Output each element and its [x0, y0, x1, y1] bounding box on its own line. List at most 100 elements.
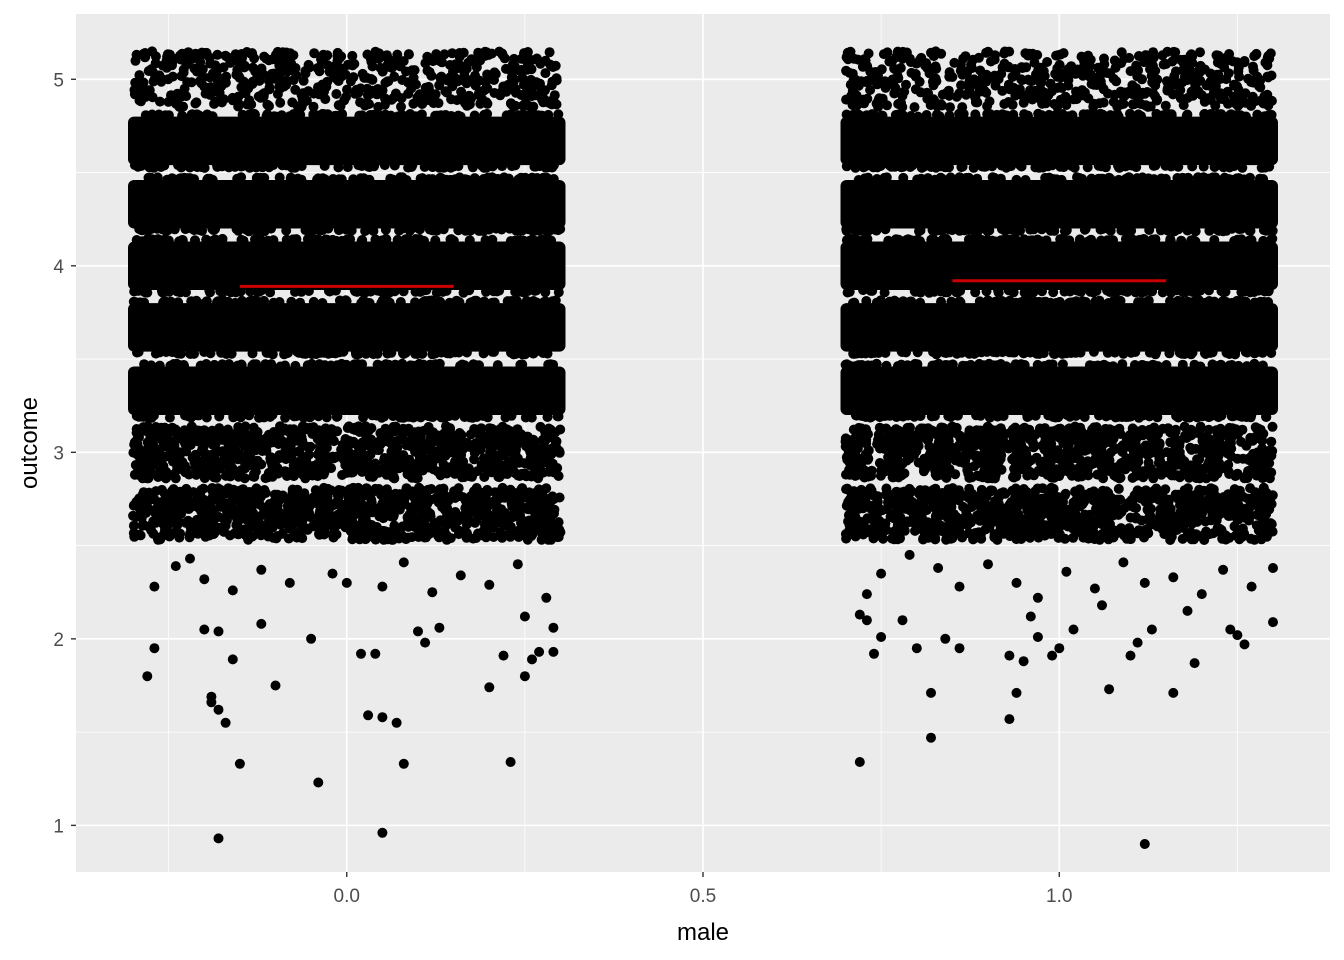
data-point [538, 491, 549, 502]
data-point [340, 434, 351, 444]
data-point [496, 224, 507, 235]
data-point [263, 429, 274, 440]
data-point [201, 296, 212, 307]
data-point [984, 412, 995, 423]
data-point [275, 421, 285, 432]
data-point [552, 411, 563, 422]
data-point [190, 449, 201, 460]
data-point [136, 455, 147, 466]
data-point [869, 110, 880, 121]
data-point [317, 81, 328, 91]
data-point [1001, 110, 1012, 121]
data-point [1173, 412, 1184, 423]
data-point [284, 577, 295, 588]
data-point [174, 532, 185, 543]
data-point [232, 173, 243, 184]
data-point [153, 472, 164, 482]
data-point [523, 411, 534, 422]
data-point [366, 74, 377, 84]
data-point [852, 348, 863, 359]
data-point [955, 297, 966, 308]
data-point [1071, 285, 1082, 296]
data-point [207, 223, 218, 234]
data-point [444, 444, 455, 455]
data-point [529, 285, 540, 296]
data-point [410, 297, 421, 308]
data-point [531, 297, 542, 308]
data-point [970, 109, 981, 120]
dense-point-band [128, 180, 566, 229]
data-point [264, 347, 275, 358]
data-point [347, 466, 357, 477]
data-point [445, 174, 456, 185]
data-point [196, 224, 207, 235]
data-point [929, 411, 940, 421]
data-point [435, 517, 446, 527]
data-point [214, 410, 225, 421]
data-point [549, 224, 560, 235]
data-point [1048, 348, 1059, 359]
data-point [512, 286, 522, 297]
data-point [1169, 226, 1180, 237]
data-point [1245, 225, 1256, 236]
data-point [229, 528, 240, 539]
data-point [225, 460, 236, 471]
data-point [223, 483, 234, 494]
data-point [405, 109, 416, 119]
data-point [129, 469, 140, 480]
data-point [337, 499, 348, 510]
data-point [1148, 160, 1159, 171]
data-point [976, 484, 987, 495]
data-point [548, 646, 559, 657]
data-point [185, 553, 195, 564]
data-point [1176, 236, 1187, 247]
data-point [224, 438, 235, 449]
data-point [295, 297, 306, 308]
data-point [1102, 235, 1113, 246]
data-point [1208, 488, 1219, 499]
data-point [544, 47, 555, 58]
data-point [1186, 494, 1197, 505]
data-point [505, 757, 516, 767]
data-point [1040, 296, 1051, 307]
data-point [288, 424, 299, 435]
data-point [128, 520, 139, 531]
data-point [1036, 110, 1047, 121]
data-point [991, 361, 1002, 372]
data-point [1075, 347, 1086, 358]
data-point [531, 77, 542, 88]
dense-point-band [840, 241, 1278, 291]
data-point [518, 349, 529, 359]
data-point [334, 347, 345, 358]
data-point [1048, 411, 1058, 422]
data-point [1037, 286, 1047, 297]
data-point [450, 410, 461, 421]
data-point [386, 347, 397, 358]
data-point [156, 285, 167, 296]
data-point [1249, 534, 1260, 545]
data-point [1020, 175, 1031, 185]
data-point [174, 456, 185, 467]
data-point [1228, 174, 1239, 185]
data-point [920, 174, 931, 185]
data-point [881, 360, 892, 371]
data-point [261, 110, 272, 121]
data-point [239, 473, 250, 484]
data-point [332, 519, 343, 530]
data-point [1158, 110, 1169, 121]
data-point [158, 518, 169, 529]
scatter-points [128, 46, 1278, 849]
data-point [1226, 223, 1237, 234]
data-point [433, 530, 443, 541]
data-point [858, 225, 869, 236]
data-point [425, 508, 436, 519]
data-point [1037, 519, 1048, 530]
data-point [296, 495, 307, 506]
data-point [174, 286, 185, 297]
data-point [371, 347, 382, 358]
data-point [161, 347, 172, 357]
data-point [1108, 361, 1119, 372]
data-point [450, 493, 461, 503]
data-point [331, 89, 342, 99]
data-point [841, 161, 852, 172]
